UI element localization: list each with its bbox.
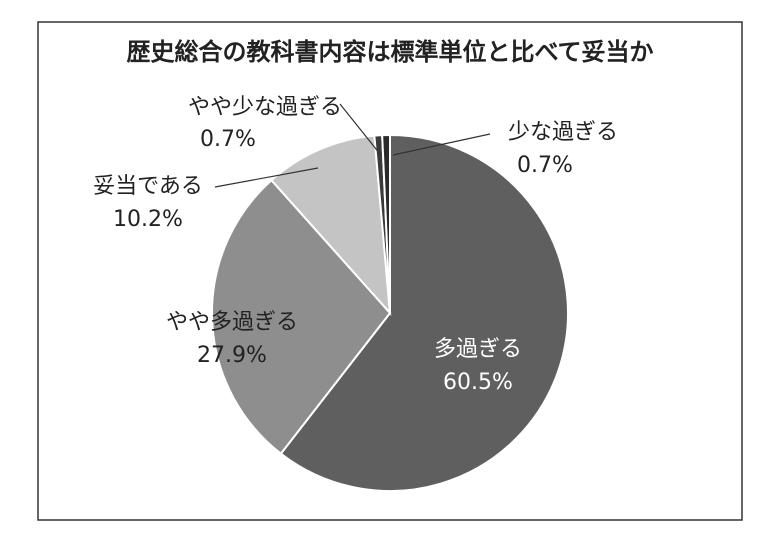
leader-line [392, 133, 491, 156]
pie-slice [270, 134, 392, 316]
slice-label: やや少な過ぎる [188, 95, 342, 120]
value-label: 10.2% [113, 207, 183, 232]
chart-title: 歴史総合の教科書内容は標準単位と比べて妥当か [126, 38, 653, 66]
slice-label: やや多過ぎる [166, 310, 298, 335]
slice-label: 妥当である [93, 174, 203, 199]
value-label: 27.9% [197, 343, 267, 368]
pie-slice [211, 178, 392, 456]
slice-label: 多過ぎる [434, 337, 522, 362]
value-label: 0.7% [200, 127, 256, 152]
pie-slice [279, 133, 569, 492]
frame [37, 21, 743, 521]
value-label: 60.5% [443, 370, 513, 395]
slice-label: 少な過ぎる [508, 120, 618, 145]
value-label: 0.7% [517, 153, 573, 178]
pie-slice [381, 133, 391, 314]
leader-line [339, 103, 381, 155]
leader-line [214, 167, 319, 188]
